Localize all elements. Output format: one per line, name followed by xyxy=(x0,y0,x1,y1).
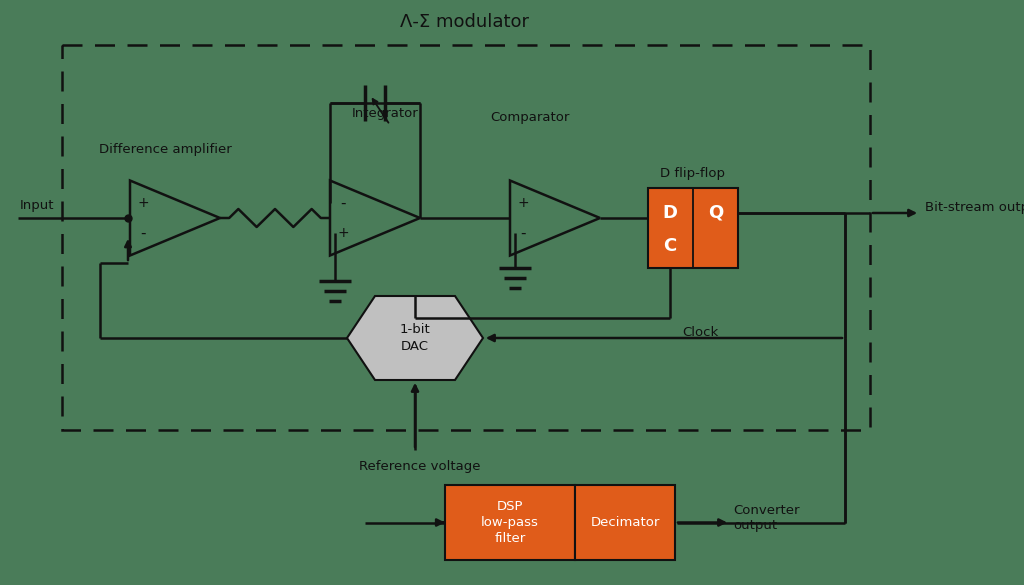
Text: -: - xyxy=(520,225,525,240)
Text: Converter
output: Converter output xyxy=(733,504,800,532)
Text: Clock: Clock xyxy=(682,326,718,339)
Text: Bit-stream output: Bit-stream output xyxy=(925,201,1024,215)
Polygon shape xyxy=(347,296,483,380)
Text: +: + xyxy=(517,196,528,210)
Text: D: D xyxy=(663,204,678,222)
Text: -: - xyxy=(340,195,346,211)
FancyBboxPatch shape xyxy=(445,485,575,560)
Text: Difference amplifier: Difference amplifier xyxy=(98,143,231,157)
Text: +: + xyxy=(137,196,148,210)
Text: 1-bit
DAC: 1-bit DAC xyxy=(399,323,430,353)
Text: -: - xyxy=(140,225,145,240)
Text: Decimator: Decimator xyxy=(590,516,659,529)
Text: D flip-flop: D flip-flop xyxy=(660,167,725,181)
Text: DSP
low-pass
filter: DSP low-pass filter xyxy=(481,500,539,545)
FancyBboxPatch shape xyxy=(575,485,675,560)
FancyBboxPatch shape xyxy=(648,188,738,268)
Text: C: C xyxy=(664,237,677,255)
Text: Input: Input xyxy=(20,199,54,212)
Text: Λ-Σ modulator: Λ-Σ modulator xyxy=(400,13,529,31)
Text: Q: Q xyxy=(709,204,724,222)
Text: Integrator: Integrator xyxy=(351,106,419,119)
Text: Comparator: Comparator xyxy=(490,112,569,125)
Text: Reference voltage: Reference voltage xyxy=(359,460,480,473)
Text: +: + xyxy=(337,226,349,240)
